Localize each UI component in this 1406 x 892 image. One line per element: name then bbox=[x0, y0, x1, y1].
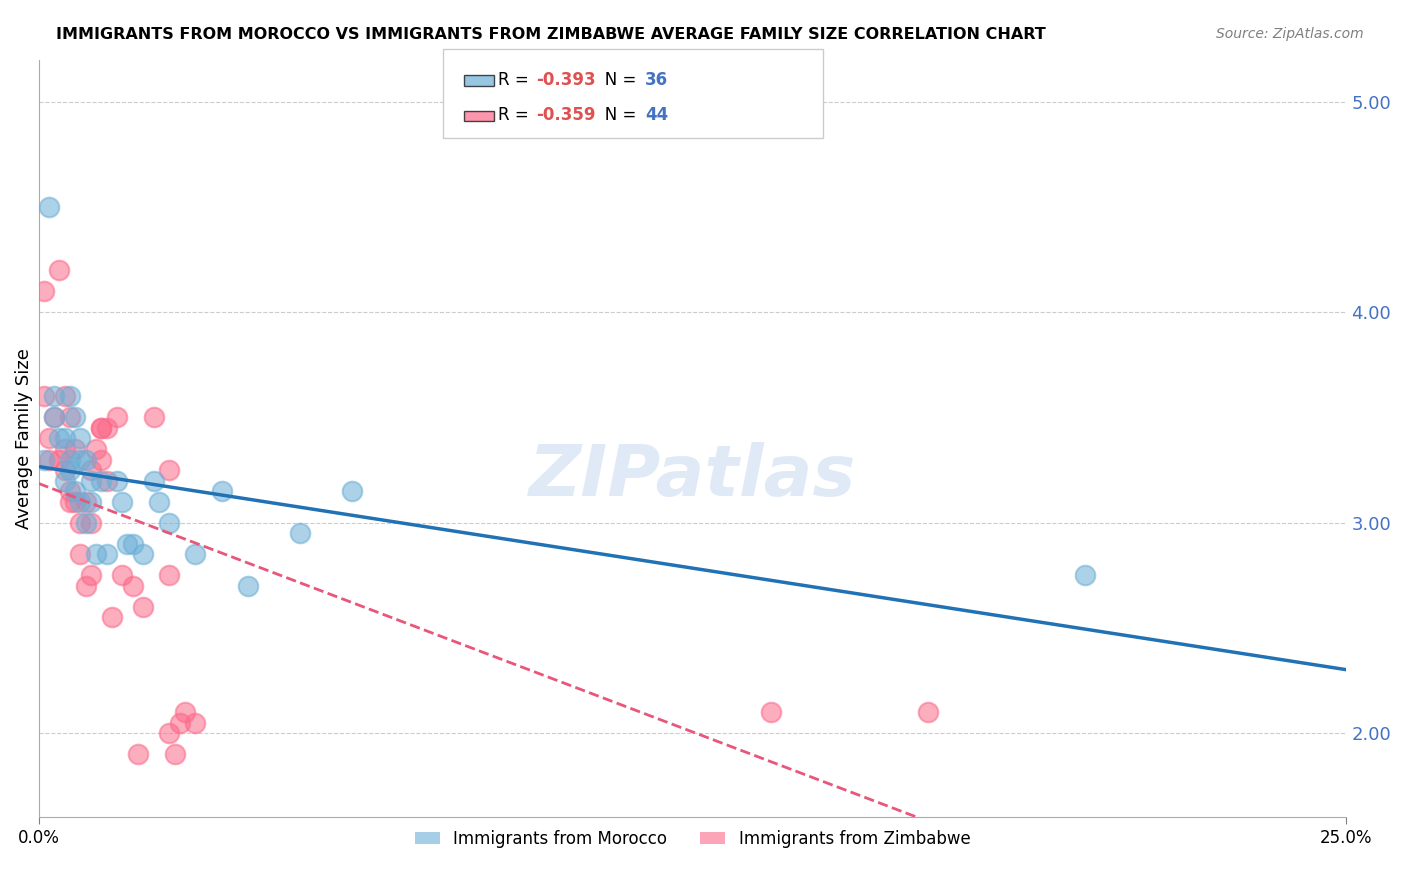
Point bbox=[32, 452, 55, 467]
Point bbox=[121, 579, 143, 593]
Text: 36: 36 bbox=[645, 70, 668, 88]
Point bbox=[32, 389, 55, 403]
Point bbox=[96, 474, 118, 488]
Text: Source: ZipAtlas.com: Source: ZipAtlas.com bbox=[1216, 27, 1364, 41]
Point bbox=[84, 547, 107, 561]
Point bbox=[169, 715, 191, 730]
Point bbox=[121, 537, 143, 551]
Point bbox=[288, 526, 311, 541]
Point bbox=[38, 432, 60, 446]
Point bbox=[127, 747, 149, 762]
Text: ZIPatlas: ZIPatlas bbox=[529, 442, 856, 511]
Point bbox=[80, 463, 103, 477]
Point bbox=[59, 484, 82, 499]
Point bbox=[53, 474, 76, 488]
Point bbox=[44, 410, 66, 425]
Point bbox=[48, 263, 70, 277]
Point bbox=[90, 421, 112, 435]
Point bbox=[48, 452, 70, 467]
Legend: Immigrants from Morocco, Immigrants from Zimbabwe: Immigrants from Morocco, Immigrants from… bbox=[408, 823, 977, 855]
Point bbox=[157, 568, 180, 582]
Point bbox=[157, 463, 180, 477]
Text: 44: 44 bbox=[645, 106, 669, 124]
Point bbox=[53, 442, 76, 456]
Point bbox=[63, 410, 86, 425]
Point bbox=[38, 452, 60, 467]
Point bbox=[132, 547, 155, 561]
Point bbox=[75, 579, 97, 593]
Point bbox=[53, 463, 76, 477]
Text: -0.359: -0.359 bbox=[536, 106, 595, 124]
Point bbox=[105, 474, 128, 488]
Point bbox=[142, 474, 165, 488]
Point bbox=[75, 494, 97, 508]
Point bbox=[44, 410, 66, 425]
Point bbox=[759, 705, 782, 719]
Text: IMMIGRANTS FROM MOROCCO VS IMMIGRANTS FROM ZIMBABWE AVERAGE FAMILY SIZE CORRELAT: IMMIGRANTS FROM MOROCCO VS IMMIGRANTS FR… bbox=[56, 27, 1046, 42]
Point bbox=[69, 516, 91, 530]
Point bbox=[917, 705, 939, 719]
Text: R =: R = bbox=[498, 106, 534, 124]
Point bbox=[132, 599, 155, 614]
Point bbox=[53, 389, 76, 403]
Text: -0.393: -0.393 bbox=[536, 70, 595, 88]
Point bbox=[38, 200, 60, 214]
Point bbox=[80, 494, 103, 508]
Point bbox=[63, 484, 86, 499]
Point bbox=[96, 547, 118, 561]
Point bbox=[63, 442, 86, 456]
Point bbox=[44, 389, 66, 403]
Point bbox=[142, 410, 165, 425]
Point bbox=[90, 421, 112, 435]
Point bbox=[59, 463, 82, 477]
Point bbox=[75, 516, 97, 530]
Point bbox=[69, 432, 91, 446]
Point bbox=[105, 410, 128, 425]
Point bbox=[32, 284, 55, 298]
Point bbox=[117, 537, 139, 551]
Point bbox=[80, 568, 103, 582]
Point bbox=[174, 705, 197, 719]
Point bbox=[148, 494, 170, 508]
Point bbox=[63, 494, 86, 508]
Point bbox=[101, 610, 124, 624]
Text: N =: N = bbox=[589, 70, 641, 88]
Point bbox=[90, 452, 112, 467]
Point bbox=[48, 432, 70, 446]
Point bbox=[184, 715, 207, 730]
Point bbox=[59, 494, 82, 508]
Point bbox=[96, 421, 118, 435]
Point bbox=[75, 452, 97, 467]
Point bbox=[59, 452, 82, 467]
Point bbox=[1074, 568, 1097, 582]
Point bbox=[53, 432, 76, 446]
Point bbox=[211, 484, 233, 499]
Point bbox=[84, 442, 107, 456]
Point bbox=[111, 568, 134, 582]
Point bbox=[69, 452, 91, 467]
Point bbox=[163, 747, 186, 762]
Point bbox=[157, 516, 180, 530]
Point bbox=[90, 474, 112, 488]
Point bbox=[69, 547, 91, 561]
Point bbox=[80, 516, 103, 530]
Point bbox=[59, 389, 82, 403]
Point bbox=[111, 494, 134, 508]
Text: R =: R = bbox=[498, 70, 534, 88]
Point bbox=[236, 579, 259, 593]
Y-axis label: Average Family Size: Average Family Size bbox=[15, 348, 32, 529]
Point bbox=[80, 474, 103, 488]
Point bbox=[157, 726, 180, 740]
Point bbox=[184, 547, 207, 561]
Point bbox=[69, 494, 91, 508]
Point bbox=[59, 410, 82, 425]
Text: N =: N = bbox=[589, 106, 641, 124]
Point bbox=[342, 484, 364, 499]
